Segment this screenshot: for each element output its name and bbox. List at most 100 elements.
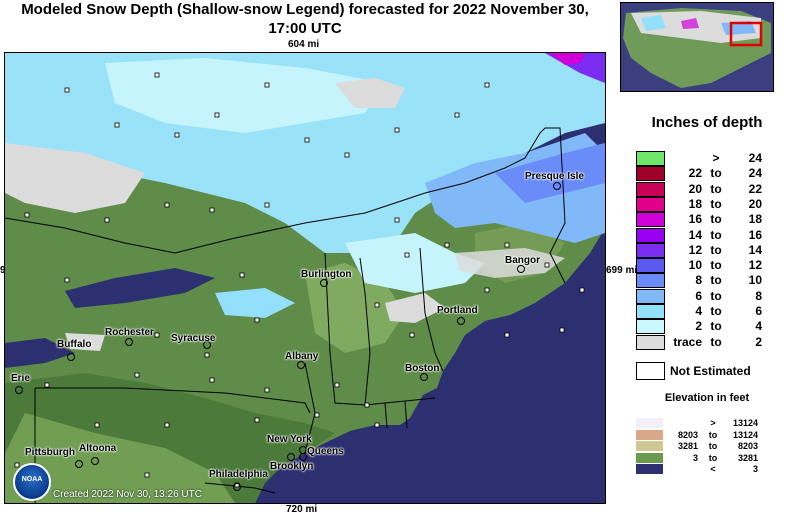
elevation-to: to: [708, 441, 718, 451]
legend-swatch: [636, 304, 665, 319]
city-marker: [67, 353, 75, 361]
distance-right: 699 mi: [606, 265, 638, 276]
city-marker: [517, 265, 525, 273]
legend-low: 12: [688, 242, 702, 257]
city-marker: [299, 453, 307, 461]
legend-low: 14: [688, 227, 702, 242]
legend-swatch: [636, 196, 665, 212]
legend-low: 22: [688, 166, 702, 181]
elevation-swatch: [636, 441, 663, 451]
city-label: Albany: [285, 351, 319, 362]
elevation-high: 3: [752, 464, 758, 474]
elevation-row: <3: [636, 464, 776, 475]
legend-row: 20 to 22: [636, 181, 786, 197]
city-marker: [233, 483, 241, 491]
elevation-to: >: [710, 418, 716, 428]
city-marker: [420, 373, 428, 381]
legend-row: 22 to 24: [636, 166, 786, 182]
not-estimated-label: Not Estimated: [670, 364, 751, 378]
legend-high: 20: [748, 196, 762, 211]
city-label: Syracuse: [171, 333, 216, 344]
elevation-high: 3281: [737, 452, 758, 463]
legend-high: 12: [748, 258, 762, 273]
legend-to: to: [710, 288, 722, 303]
legend-high: 4: [755, 319, 762, 334]
legend-row: 12 to 14: [636, 242, 786, 258]
legend-to: to: [710, 258, 722, 273]
legend-swatch: [636, 334, 665, 350]
legend-high: 16: [748, 227, 762, 242]
legend-swatch: [636, 212, 665, 228]
distance-bottom: 720 mi: [286, 504, 318, 515]
elevation-swatch: [636, 452, 663, 463]
elevation-low: 3281: [677, 441, 698, 451]
legend-row: trace to 2: [636, 334, 786, 350]
city-marker: [91, 457, 99, 465]
legend-row: 6 to 8: [636, 288, 786, 304]
map-graphic: [5, 53, 605, 503]
map-title: Modeled Snow Depth (Shallow-snow Legend)…: [21, 1, 589, 37]
city-label: Queens: [307, 446, 344, 457]
created-timestamp: Created 2022 Nov 30, 13:26 UTC: [53, 489, 202, 500]
legend-low: 10: [688, 258, 702, 273]
legend-row: 8 to 10: [636, 273, 786, 289]
legend-row: 18 to 20: [636, 196, 786, 212]
elevation-low: 8203: [677, 429, 698, 440]
city-label: Erie: [11, 373, 30, 384]
noaa-logo: NOAA: [13, 463, 51, 501]
legend-to: to: [710, 242, 722, 257]
legend-to: to: [710, 181, 722, 196]
elevation-high: 13124: [732, 429, 758, 440]
legend-swatch: [636, 227, 665, 243]
legend-low: 18: [688, 196, 702, 211]
city-label: Bangor: [505, 255, 540, 266]
elevation-to: <: [710, 464, 716, 474]
legend-title: Inches of depth: [651, 114, 763, 131]
legend-swatch: [636, 166, 665, 182]
elevation-row: 8203 to 13124: [636, 429, 776, 441]
city-label: Presque Isle: [525, 171, 584, 182]
city-label: Pittsburgh: [25, 447, 75, 458]
elevation-swatch: [636, 418, 663, 428]
city-marker: [297, 361, 305, 369]
city-label: Buffalo: [57, 339, 92, 350]
legend-swatch: [636, 181, 665, 197]
legend-low: 8: [695, 273, 702, 288]
elevation-high: 8203: [737, 441, 758, 451]
city-marker: [125, 338, 133, 346]
city-marker: [320, 279, 328, 287]
legend-row: 4 to 6: [636, 304, 786, 319]
legend-low: trace: [673, 334, 702, 349]
legend-high: 2: [755, 334, 762, 349]
elevation-row: 3 to 3281: [636, 452, 776, 464]
overview-inset-map[interactable]: [620, 2, 774, 92]
snow-depth-map[interactable]: Presque Isle Bangor Burlington Portland …: [4, 52, 606, 504]
city-marker: [457, 317, 465, 325]
legend-high: 22: [748, 181, 762, 196]
legend-high: 18: [748, 212, 762, 227]
legend-high: 10: [748, 273, 762, 288]
legend-to: to: [710, 166, 722, 181]
city-marker: [75, 460, 83, 468]
city-marker: [553, 182, 561, 190]
elevation-swatch: [636, 429, 663, 440]
legend-row: 14 to 16: [636, 227, 786, 243]
city-label: Portland: [437, 305, 478, 316]
legend-to: to: [710, 212, 722, 227]
elevation-row: 3281 to 8203: [636, 441, 776, 452]
legend-high: 14: [748, 242, 762, 257]
city-label: Philadelphia: [209, 469, 268, 480]
legend-row: 16 to 18: [636, 212, 786, 228]
legend-to: to: [710, 334, 722, 349]
city-marker: [203, 341, 211, 349]
legend-swatch: [636, 242, 665, 258]
elevation-row: >13124: [636, 418, 776, 429]
legend-high: 24: [748, 151, 762, 165]
legend-swatch: [636, 151, 665, 166]
legend-row: 2 to 4: [636, 319, 786, 335]
city-label: Brooklyn: [270, 461, 314, 472]
distance-left: 9: [0, 265, 6, 276]
city-marker: [15, 386, 23, 394]
legend-to: to: [710, 319, 722, 334]
legend-to: to: [710, 196, 722, 211]
